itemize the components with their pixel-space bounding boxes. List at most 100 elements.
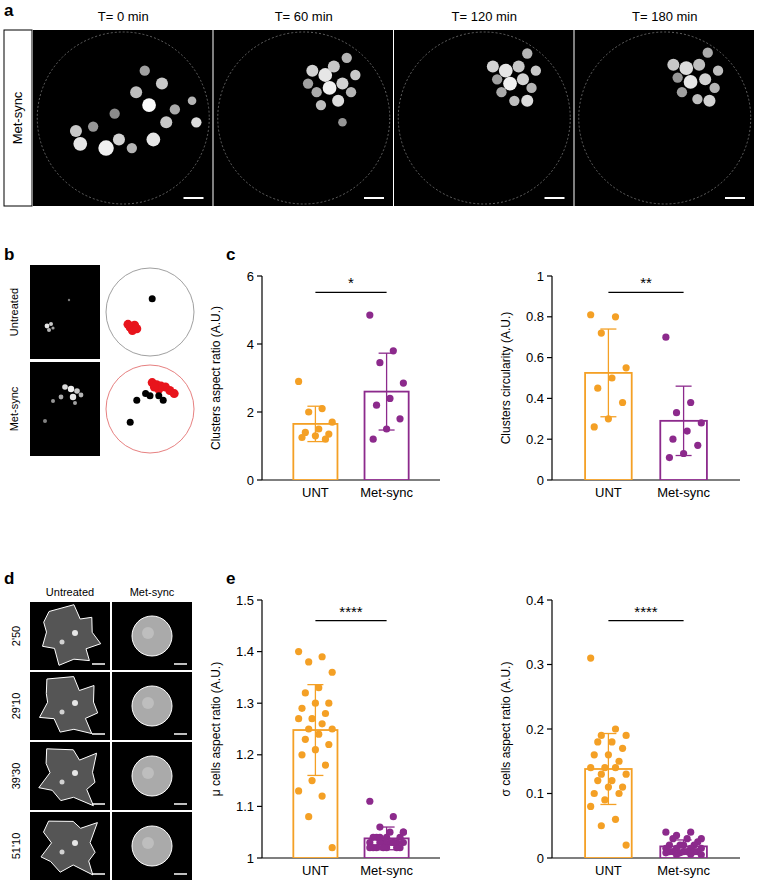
tick-label: 1.5 bbox=[236, 593, 254, 608]
tick bbox=[257, 275, 262, 276]
scale-bar bbox=[174, 803, 187, 805]
point bbox=[601, 796, 608, 803]
point bbox=[612, 816, 619, 823]
point bbox=[295, 648, 302, 655]
point bbox=[366, 798, 373, 805]
cluster bbox=[150, 383, 159, 392]
y-axis bbox=[551, 276, 552, 480]
axis-label: Clusters circularity (A.U.) bbox=[499, 312, 513, 445]
micrograph bbox=[30, 265, 100, 359]
point bbox=[319, 792, 326, 799]
point bbox=[594, 738, 601, 745]
cell bbox=[316, 100, 326, 110]
scale-bar bbox=[174, 873, 187, 875]
point bbox=[390, 813, 397, 820]
micrograph bbox=[30, 362, 100, 456]
cell bbox=[142, 767, 154, 779]
point bbox=[698, 851, 705, 858]
cell bbox=[73, 401, 77, 405]
point bbox=[601, 764, 608, 771]
axis-label: σ cells aspect ratio (A.U.) bbox=[499, 662, 513, 797]
cell bbox=[98, 140, 113, 155]
point bbox=[598, 771, 605, 778]
cluster bbox=[149, 295, 156, 302]
error-line bbox=[683, 840, 684, 853]
cell bbox=[72, 700, 78, 706]
tick-label: 0.2 bbox=[526, 432, 544, 447]
scale-bar bbox=[92, 873, 105, 875]
cell bbox=[693, 59, 705, 71]
error-line bbox=[315, 406, 316, 441]
cluster bbox=[147, 392, 154, 399]
column-title: Untreated bbox=[46, 586, 94, 598]
error-cap bbox=[600, 416, 616, 417]
point bbox=[666, 454, 673, 461]
error-cap bbox=[307, 775, 323, 776]
cell bbox=[713, 66, 723, 76]
row-label: 2'50 bbox=[10, 626, 22, 646]
point bbox=[396, 415, 403, 422]
point bbox=[319, 653, 326, 660]
well bbox=[398, 32, 570, 204]
tick bbox=[547, 439, 552, 440]
point bbox=[608, 374, 615, 381]
tick bbox=[547, 599, 552, 600]
error-cap bbox=[600, 733, 616, 734]
cell bbox=[79, 393, 84, 398]
error-bar bbox=[379, 353, 395, 430]
cell bbox=[45, 324, 50, 329]
point bbox=[615, 758, 622, 765]
point bbox=[662, 829, 669, 836]
tick-label: 0.2 bbox=[526, 722, 544, 737]
point bbox=[315, 731, 322, 738]
cell bbox=[188, 97, 197, 106]
panel-letter: a bbox=[4, 1, 14, 20]
error-bar bbox=[676, 840, 692, 853]
figure: abcdeMet-syncT= 0 minT= 60 minT= 120 min… bbox=[0, 0, 757, 882]
error-cap bbox=[379, 353, 395, 354]
well bbox=[579, 32, 751, 204]
point bbox=[400, 829, 407, 836]
cell bbox=[146, 133, 160, 147]
cell bbox=[699, 73, 711, 85]
cell bbox=[70, 125, 82, 137]
cell bbox=[47, 328, 51, 332]
significance: **** bbox=[339, 603, 363, 620]
row-label: 29'10 bbox=[10, 693, 22, 720]
category-label: Met-sync bbox=[360, 485, 413, 500]
point bbox=[687, 399, 694, 406]
scale-bar bbox=[92, 803, 105, 805]
point bbox=[587, 803, 594, 810]
error-bar bbox=[600, 329, 616, 417]
cell bbox=[70, 394, 76, 400]
scale-bar bbox=[174, 733, 187, 735]
error-line bbox=[608, 734, 609, 805]
row-label: 39'30 bbox=[10, 763, 22, 790]
significance: ** bbox=[640, 274, 652, 291]
cell bbox=[346, 87, 356, 97]
point bbox=[329, 844, 336, 851]
cell bbox=[513, 60, 525, 72]
micrograph bbox=[30, 812, 110, 880]
point bbox=[302, 736, 309, 743]
error-bar bbox=[676, 386, 692, 455]
point bbox=[619, 745, 626, 752]
y-axis bbox=[261, 600, 262, 858]
significance-bracket bbox=[608, 620, 683, 621]
cell bbox=[142, 837, 154, 849]
point bbox=[612, 313, 619, 320]
cell bbox=[521, 95, 533, 107]
well-outline bbox=[106, 365, 194, 453]
column-title: T= 180 min bbox=[632, 9, 697, 24]
tick bbox=[547, 479, 552, 480]
point bbox=[669, 436, 676, 443]
x-axis bbox=[552, 479, 740, 480]
cell bbox=[109, 109, 119, 119]
x-axis bbox=[262, 479, 440, 480]
x-axis bbox=[262, 857, 440, 858]
error-cap bbox=[307, 441, 323, 442]
cell bbox=[68, 386, 74, 392]
point bbox=[308, 715, 315, 722]
error-bar bbox=[307, 406, 323, 441]
cell bbox=[503, 77, 517, 91]
